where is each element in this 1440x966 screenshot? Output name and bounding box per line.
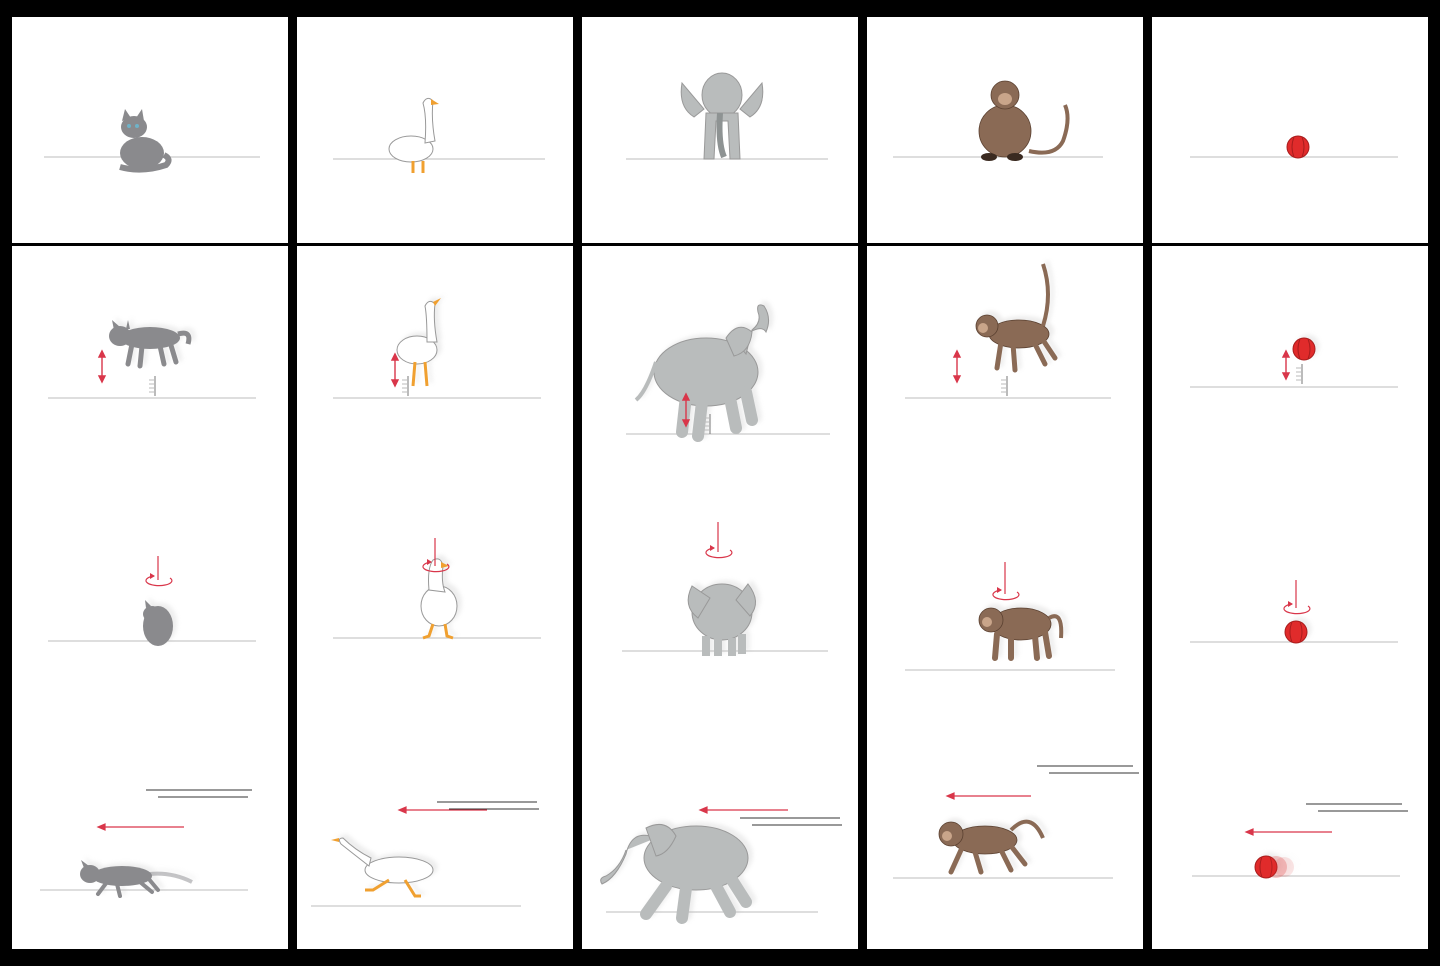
cat-figure — [119, 109, 172, 173]
row-divider — [297, 243, 573, 246]
frame-illustration — [40, 789, 252, 898]
ball-figure — [1284, 620, 1308, 644]
cell-monkey-run-left — [867, 706, 1143, 949]
speed-lines — [740, 817, 842, 826]
cell-elephant-jump — [582, 246, 858, 476]
cell-goose-jump — [297, 246, 573, 476]
vertical-jump-arrow-icon — [390, 352, 400, 388]
run-left-arrow-icon — [945, 792, 1031, 800]
takeoff-mark — [402, 376, 409, 396]
frame-illustration — [1190, 334, 1398, 388]
column-goose — [297, 17, 573, 949]
row-divider — [582, 243, 858, 246]
monkey-figure — [978, 607, 1064, 661]
frame-illustration — [48, 556, 256, 646]
frame-illustration — [48, 317, 256, 399]
spin-arrow-icon — [1283, 580, 1311, 615]
monkey-figure — [975, 263, 1058, 373]
cell-elephant-static — [582, 17, 858, 243]
cell-elephant-run-left — [582, 706, 858, 949]
speed-lines — [437, 801, 539, 810]
column-monkey — [867, 17, 1143, 949]
cell-monkey-jump — [867, 246, 1143, 476]
vertical-jump-arrow-icon — [1281, 349, 1291, 381]
elephant-figure — [634, 304, 770, 442]
spin-arrow-icon — [422, 538, 450, 573]
frame-illustration — [905, 562, 1115, 671]
column-elephant — [582, 17, 858, 949]
frame-illustration — [1190, 580, 1398, 644]
goose-figure — [388, 97, 439, 173]
spin-arrow-icon — [705, 522, 733, 559]
cat-figure — [109, 320, 192, 369]
cell-monkey-spin — [867, 476, 1143, 706]
ball-figure — [1286, 135, 1310, 159]
frame-illustration — [905, 260, 1111, 399]
takeoff-mark — [1296, 364, 1303, 384]
cell-goose-static — [297, 17, 573, 243]
goose-figure — [396, 298, 441, 387]
cell-ball-run-left — [1152, 706, 1428, 949]
ball-figure — [1254, 855, 1294, 879]
frame-illustration — [622, 522, 828, 656]
frame-illustration — [44, 109, 260, 173]
cell-cat-spin — [12, 476, 288, 706]
cell-ball-spin — [1152, 476, 1428, 706]
cell-goose-run-left — [297, 706, 573, 949]
frame-illustration — [1192, 803, 1408, 879]
spin-arrow-icon — [992, 562, 1020, 601]
elephant-figure — [600, 823, 752, 924]
frame-illustration — [893, 765, 1139, 879]
ball-figure — [1292, 337, 1316, 361]
column-cat — [12, 17, 288, 949]
frame-illustration — [311, 801, 539, 907]
frame-illustration — [333, 538, 541, 640]
goose-figure — [331, 837, 434, 898]
speed-lines — [1037, 765, 1139, 774]
cell-monkey-static — [867, 17, 1143, 243]
spin-arrow-icon — [145, 556, 173, 587]
vertical-jump-arrow-icon — [97, 349, 107, 384]
frame-illustration — [626, 72, 828, 160]
elephant-figure — [680, 72, 764, 160]
row-divider — [867, 243, 1143, 246]
run-left-arrow-icon — [698, 806, 788, 814]
cell-cat-jump — [12, 246, 288, 476]
row-divider — [1152, 243, 1428, 246]
cell-ball-jump — [1152, 246, 1428, 476]
takeoff-mark — [149, 376, 156, 396]
goose-figure — [420, 558, 458, 640]
frame-illustration — [333, 97, 545, 173]
cell-cat-run-left — [12, 706, 288, 949]
run-left-arrow-icon — [397, 806, 487, 814]
cell-cat-static — [12, 17, 288, 243]
takeoff-mark — [704, 414, 711, 434]
row-divider — [12, 243, 288, 246]
vertical-jump-arrow-icon — [681, 392, 691, 428]
column-ball — [1152, 17, 1428, 949]
speed-lines — [1306, 803, 1408, 812]
frame-illustration — [1190, 135, 1398, 159]
vertical-jump-arrow-icon — [952, 349, 962, 384]
cell-goose-spin — [297, 476, 573, 706]
monkey-figure — [938, 819, 1045, 875]
frame-illustration — [893, 80, 1103, 161]
elephant-figure — [687, 583, 756, 656]
cell-elephant-spin — [582, 476, 858, 706]
speed-lines — [146, 789, 252, 798]
frame-illustration — [333, 295, 541, 399]
cat-figure — [80, 860, 193, 898]
cell-ball-static — [1152, 17, 1428, 243]
monkey-figure — [978, 80, 1070, 161]
cat-figure — [143, 600, 173, 646]
run-left-arrow-icon — [1244, 828, 1332, 836]
frame-illustration — [626, 301, 830, 442]
frame-illustration — [600, 806, 842, 924]
run-left-arrow-icon — [96, 823, 184, 831]
takeoff-mark — [1001, 376, 1008, 396]
